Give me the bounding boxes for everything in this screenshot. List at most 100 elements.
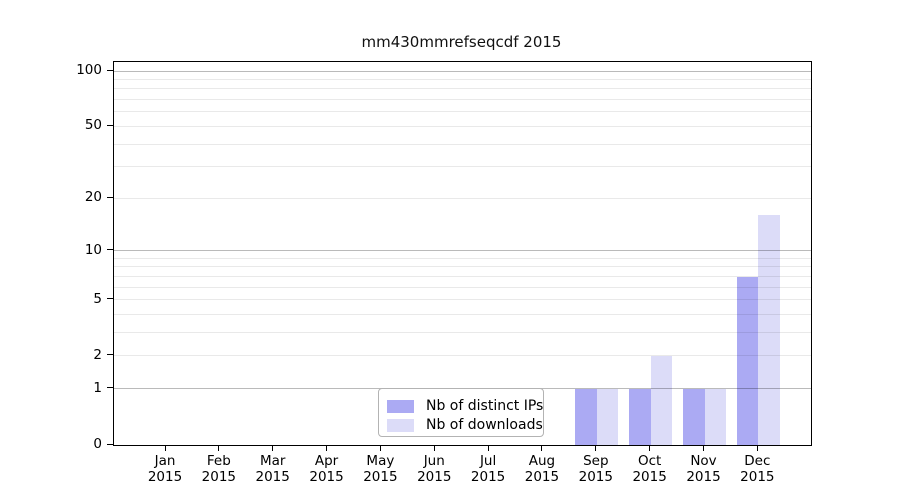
bar-downloads-sep <box>596 388 619 445</box>
gridline-7 <box>114 276 811 278</box>
x-tick-month: Feb <box>206 453 231 469</box>
gridline-2 <box>114 355 811 357</box>
y-tick-label: 100 <box>76 62 102 79</box>
x-tick-mark <box>487 445 489 451</box>
gridline-100 <box>114 70 811 72</box>
y-tick-label: 1 <box>93 379 102 396</box>
x-tick-year: 2015 <box>417 469 452 485</box>
bar-distinct-ips-nov <box>683 388 705 445</box>
y-tick-label: 2 <box>93 346 102 363</box>
x-tick-mark <box>756 445 758 451</box>
x-tick-label: May 2015 <box>350 453 410 485</box>
x-tick-month: Jun <box>423 453 445 469</box>
x-tick-label: Aug 2015 <box>512 453 572 485</box>
y-tick-label: 10 <box>84 241 102 258</box>
x-tick-label: Mar 2015 <box>243 453 303 485</box>
legend-item-distinct-ips: Nb of distinct IPs <box>387 397 543 416</box>
y-tick-mark <box>107 69 113 71</box>
legend: Nb of distinct IPs Nb of downloads <box>378 388 544 437</box>
y-tick-label: 5 <box>93 290 102 307</box>
x-tick-month: Mar <box>259 453 286 469</box>
distinct-ips-swatch-icon <box>387 400 414 413</box>
y-tick-label: 50 <box>84 117 102 134</box>
gridline-60 <box>114 111 811 113</box>
y-tick-mark <box>107 196 113 198</box>
bar-downloads-oct <box>650 355 673 445</box>
legend-label: Nb of downloads <box>426 417 543 433</box>
x-tick-year: 2015 <box>632 469 667 485</box>
x-tick-mark <box>649 445 651 451</box>
gridline-50 <box>114 125 811 127</box>
y-tick-label: 20 <box>84 189 102 206</box>
x-tick-month: Sep <box>583 453 609 469</box>
x-tick-label: Feb 2015 <box>189 453 249 485</box>
x-tick-label: Apr 2015 <box>297 453 357 485</box>
legend-item-downloads: Nb of downloads <box>387 416 543 435</box>
gridline-5 <box>114 299 811 301</box>
x-tick-label: Dec 2015 <box>727 453 787 485</box>
x-tick-mark <box>218 445 220 451</box>
x-tick-year: 2015 <box>740 469 775 485</box>
x-tick-month: May <box>366 453 395 469</box>
x-tick-year: 2015 <box>470 469 506 485</box>
y-tick-mark <box>107 298 113 300</box>
gridline-90 <box>114 79 811 81</box>
gridline-9 <box>114 257 811 259</box>
gridline-20 <box>114 197 811 199</box>
x-tick-mark <box>379 445 381 451</box>
x-tick-year: 2015 <box>363 469 398 485</box>
bar-downloads-nov <box>704 388 726 445</box>
x-tick-mark <box>541 445 543 451</box>
plot-area <box>113 61 812 446</box>
bar-distinct-ips-dec <box>736 276 759 445</box>
y-tick-mark <box>107 249 113 251</box>
x-tick-label: Sep 2015 <box>566 453 626 485</box>
x-tick-label: Jul 2015 <box>458 453 518 485</box>
x-tick-label: Jun 2015 <box>404 453 464 485</box>
x-tick-label: Oct 2015 <box>620 453 680 485</box>
x-tick-month: Jul <box>479 453 497 469</box>
x-tick-year: 2015 <box>147 469 183 485</box>
x-tick-label: Jan 2015 <box>135 453 195 485</box>
x-tick-month: Dec <box>744 453 771 469</box>
x-tick-mark <box>433 445 435 451</box>
gridline-70 <box>114 99 811 101</box>
x-tick-month: Jan <box>154 453 176 469</box>
bar-distinct-ips-oct <box>629 388 651 445</box>
x-tick-mark <box>703 445 704 451</box>
y-tick-mark <box>107 387 113 389</box>
x-tick-month: Oct <box>637 453 662 469</box>
x-tick-mark <box>164 445 166 451</box>
x-tick-year: 2015 <box>686 469 721 485</box>
bar-distinct-ips-sep <box>575 388 597 445</box>
y-tick-label: 0 <box>93 436 102 452</box>
y-tick-mark <box>107 354 113 356</box>
x-tick-year: 2015 <box>578 469 613 485</box>
x-tick-mark <box>595 445 597 451</box>
chart-title: mm430mmrefseqcdf 2015 <box>361 33 562 51</box>
y-tick-mark <box>107 124 113 126</box>
gridline-30 <box>114 166 811 168</box>
gridline-4 <box>114 314 811 316</box>
x-tick-year: 2015 <box>524 469 560 485</box>
downloads-swatch-icon <box>387 419 414 432</box>
gridline-8 <box>114 266 811 268</box>
y-tick-mark <box>107 443 113 445</box>
x-tick-year: 2015 <box>309 469 344 485</box>
gridline-6 <box>114 286 811 288</box>
x-tick-label: Nov 2015 <box>674 453 734 485</box>
legend-label: Nb of distinct IPs <box>426 398 544 414</box>
gridline-40 <box>114 143 811 145</box>
x-tick-mark <box>272 445 274 451</box>
x-tick-year: 2015 <box>201 469 237 485</box>
x-tick-year: 2015 <box>255 469 290 485</box>
gridline-10 <box>114 250 811 252</box>
x-tick-mark <box>326 445 328 451</box>
x-tick-month: Nov <box>690 453 717 469</box>
x-tick-month: Aug <box>528 453 556 469</box>
gridline-3 <box>114 332 811 334</box>
gridline-80 <box>114 88 811 90</box>
bar-downloads-dec <box>758 215 780 445</box>
x-tick-month: Apr <box>314 453 339 469</box>
